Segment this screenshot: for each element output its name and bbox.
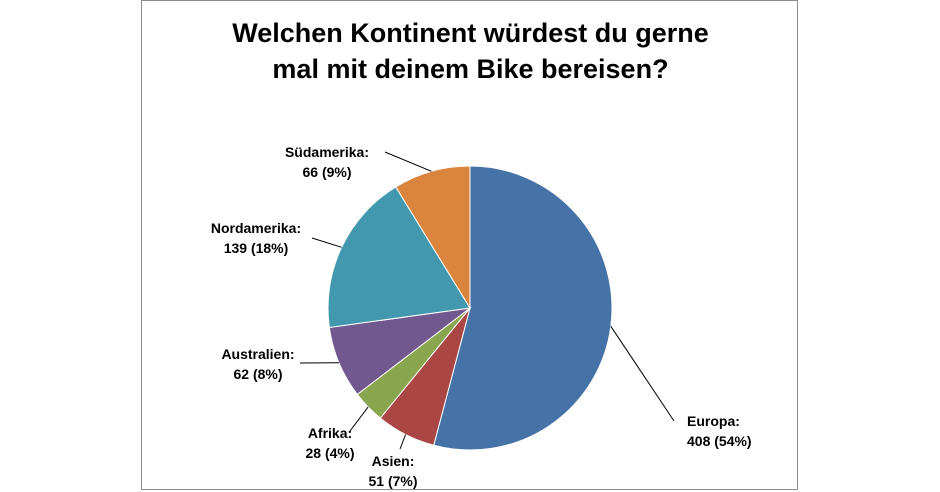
chart-title: Welchen Kontinent würdest du gerne mal m… xyxy=(142,15,799,87)
data-label-asien: Asien: 51 (7%) xyxy=(368,453,417,489)
data-label-südamerika: Südamerika: 66 (9%) xyxy=(285,144,369,180)
pie-slice-südamerika xyxy=(395,165,471,310)
data-label-value: 139 (18%) xyxy=(224,240,289,256)
data-label-category: Europa: xyxy=(687,413,740,429)
data-label-category: Afrika: xyxy=(308,425,352,441)
data-label-afrika: Afrika: 28 (4%) xyxy=(305,425,354,461)
data-label-europa: Europa: 408 (54%) xyxy=(687,413,752,449)
data-label-value: 62 (8%) xyxy=(233,366,282,382)
data-label-category: Asien: xyxy=(372,453,415,469)
data-label-value: 66 (9%) xyxy=(302,164,351,180)
chart-area: Welchen Kontinent würdest du gerne mal m… xyxy=(141,0,798,490)
data-label-category: Südamerika: xyxy=(285,144,369,160)
leader-line-südamerika xyxy=(384,151,432,172)
chart-title-line-1: Welchen Kontinent würdest du gerne xyxy=(232,18,709,48)
data-label-value: 408 (54%) xyxy=(687,433,752,449)
pie-slice-europa xyxy=(433,165,613,451)
leader-line-afrika xyxy=(349,406,369,432)
leader-line-nordamerika xyxy=(311,237,342,248)
data-label-nordamerika: Nordamerika: 139 (18%) xyxy=(211,220,301,256)
pie-chart: Europa: 408 (54%) Asien: 51 (7%) Afrika: 28 (… xyxy=(211,144,752,489)
data-label-value: 51 (7%) xyxy=(368,473,417,489)
leader-line-europa xyxy=(610,326,675,422)
data-label-category: Nordamerika: xyxy=(211,220,301,236)
data-label-value: 28 (4%) xyxy=(305,445,354,461)
data-label-category: Australien: xyxy=(221,346,294,362)
pie-slice-nordamerika xyxy=(327,186,471,329)
chart-title-line-2: mal mit deinem Bike bereisen? xyxy=(272,54,669,84)
leader-line-asien xyxy=(399,434,407,450)
data-label-australien: Australien: 62 (8%) xyxy=(221,346,294,382)
